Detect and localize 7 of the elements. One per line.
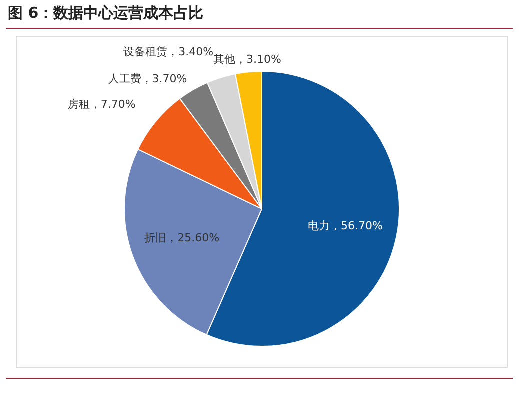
chart-title: 图 6：数据中心运营成本占比 bbox=[8, 4, 204, 23]
slice-label: 折旧，25.60% bbox=[144, 231, 220, 244]
slice-label: 电力，56.70% bbox=[308, 219, 383, 232]
slice-label: 设备租赁，3.40% bbox=[124, 46, 214, 59]
slice-label: 其他，3.10% bbox=[214, 53, 282, 66]
slice-label: 人工费，3.70% bbox=[108, 72, 188, 86]
slice-label: 房租，7.70% bbox=[68, 98, 136, 111]
